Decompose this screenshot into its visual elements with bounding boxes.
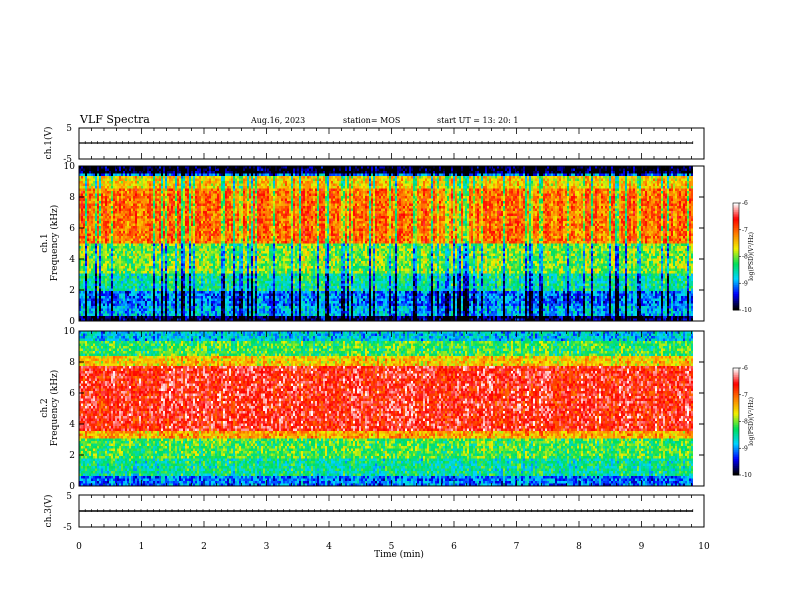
ch1-colorbar-tick--10: -10: [742, 307, 752, 314]
ch1-spec-ytick-4: 4: [69, 255, 75, 265]
ch2-spec-ytick-2: 2: [69, 451, 75, 461]
ch2-spec-ytick-6: 6: [69, 389, 75, 399]
time-tick-4: 4: [326, 542, 332, 552]
ch2-colorbar: -6 -7 -8 -9 -10 log(PSD)(V²/Hz): [732, 365, 755, 479]
ch1-colorbar-tick--6: -6: [742, 200, 748, 207]
ch2-colorbar-tick--6: -6: [742, 365, 748, 372]
ch3-voltage-panel: 5 -5 ch.3(V): [43, 492, 705, 533]
ch1-spec-ylabel-channel: ch.1: [40, 233, 50, 252]
ch1-colorbar: -6 -7 -8 -9 -10 log(PSD)(V²/Hz): [732, 200, 755, 314]
ch1-voltage-ylabel: ch.1(V): [43, 127, 54, 160]
date-label: Aug.16, 2023: [250, 116, 305, 125]
ch2-spec-ytick-4: 4: [69, 420, 75, 430]
time-tick-0: 0: [76, 542, 82, 552]
ch2-colorbar-tick--9: -9: [742, 445, 748, 452]
ch3-voltage-ylabel: ch.3(V): [43, 495, 54, 528]
ch1-colorbar-label: log(PSD)(V²/Hz): [748, 232, 755, 281]
ch1-voltage-panel: 5 -5 ch.1(V): [43, 124, 705, 165]
ch2-colorbar-tick--10: -10: [742, 472, 752, 479]
ch1-spec-ytick-8: 8: [69, 193, 75, 203]
ch2-spectrogram-panel: 0 2 4 6 8 10 ch.2 Frequency (kHz): [40, 327, 705, 492]
ch1-spectrogram-panel: 0 2 4 6 8 10 ch.1 Frequency (kHz): [40, 162, 705, 327]
ch2-spectrogram-image: [79, 331, 704, 487]
time-tick-5: 5: [389, 542, 395, 552]
ch1-spectrogram-image: [79, 166, 704, 322]
ch2-spec-ylabel-channel: ch.2: [40, 398, 50, 417]
time-tick-7: 7: [514, 542, 520, 552]
ch1-ytick-top: 5: [66, 124, 72, 134]
start-time-label: start UT = 13: 20: 1: [437, 116, 518, 125]
ch1-spec-ytick-2: 2: [69, 286, 75, 296]
time-axis-label: Time (min): [374, 549, 424, 560]
time-tick-3: 3: [264, 542, 270, 552]
ch1-colorbar-tick--8: -8: [742, 254, 748, 261]
ch2-colorbar-tick--8: -8: [742, 419, 748, 426]
time-axis: 0 1 2 3 4 5 6 7 8 9 10: [76, 128, 710, 552]
time-tick-8: 8: [576, 542, 582, 552]
ch3-ytick-bottom: -5: [63, 523, 72, 533]
ch1-colorbar-tick--7: -7: [742, 227, 748, 234]
ch2-spec-ylabel-frequency: Frequency (kHz): [49, 370, 60, 447]
ch1-spec-ylabel-frequency: Frequency (kHz): [49, 205, 60, 282]
ch2-spec-ytick-8: 8: [69, 358, 75, 368]
ch2-colorbar-label: log(PSD)(V²/Hz): [748, 397, 755, 446]
ch2-spec-ytick-0: 0: [69, 482, 75, 492]
time-tick-1: 1: [139, 542, 145, 552]
station-label: station= MOS: [343, 116, 400, 125]
ch1-spec-ytick-0: 0: [69, 317, 75, 327]
time-tick-2: 2: [201, 542, 207, 552]
ch1-spec-ytick-6: 6: [69, 224, 75, 234]
ch3-ytick-top: 5: [66, 492, 72, 502]
chart-title: VLF Spectra: [79, 113, 150, 126]
time-tick-9: 9: [639, 542, 645, 552]
ch1-ytick-bottom: -5: [63, 155, 72, 165]
ch1-colorbar-tick--9: -9: [742, 280, 748, 287]
ch2-spec-ytick-10: 10: [64, 327, 76, 337]
ch2-colorbar-tick--7: -7: [742, 392, 748, 399]
time-tick-6: 6: [451, 542, 457, 552]
ch1-spec-ytick-10: 10: [64, 162, 76, 172]
time-tick-10: 10: [698, 542, 710, 552]
